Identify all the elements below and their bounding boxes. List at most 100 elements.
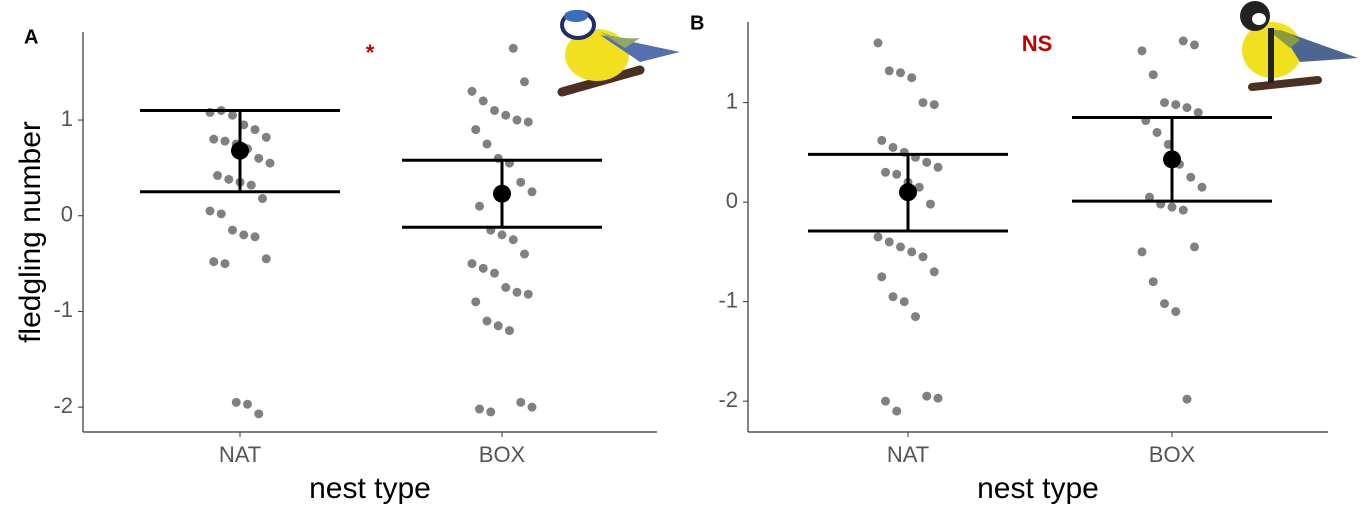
data-point: [228, 225, 237, 235]
data-point: [246, 180, 256, 190]
data-point: [482, 316, 492, 326]
data-point: [881, 167, 890, 177]
x-axis-title: nest type: [309, 472, 431, 505]
data-point: [1145, 192, 1154, 202]
data-point: [475, 404, 484, 414]
data-point: [1171, 100, 1181, 110]
data-point: [914, 182, 924, 192]
y-tick-label: 1: [726, 88, 738, 113]
data-point: [1148, 277, 1158, 287]
data-point: [224, 174, 234, 184]
y-axis-title: fledgling number: [14, 121, 47, 343]
data-point: [475, 201, 484, 211]
mean-point: [231, 141, 249, 160]
y-tick-label: -1: [53, 297, 73, 322]
data-point: [873, 232, 883, 242]
data-point: [873, 38, 883, 48]
data-point: [523, 289, 533, 299]
data-point: [523, 117, 533, 127]
data-point: [471, 125, 481, 135]
data-point: [896, 242, 905, 252]
x-tick-label: NAT: [887, 442, 929, 467]
data-point: [220, 259, 230, 269]
data-point: [1182, 394, 1192, 404]
data-point: [512, 115, 522, 125]
data-point: [516, 177, 526, 187]
data-point: [933, 393, 943, 403]
x-axis-title: nest type: [977, 472, 1099, 505]
data-point: [254, 409, 264, 419]
data-point: [520, 249, 529, 259]
data-point: [1137, 46, 1147, 56]
data-point: [1148, 70, 1158, 80]
data-point: [508, 43, 518, 53]
data-point: [508, 235, 518, 245]
data-point: [505, 326, 514, 336]
data-point: [884, 237, 894, 247]
data-point: [877, 135, 887, 145]
data-point: [478, 263, 488, 273]
data-point: [261, 132, 271, 142]
data-point: [228, 110, 237, 120]
data-point: [250, 232, 260, 242]
y-tick-label: 1: [61, 106, 73, 131]
data-point: [892, 406, 902, 416]
data-point: [258, 194, 267, 204]
data-point: [209, 134, 219, 144]
data-point: [1190, 40, 1199, 50]
data-point: [922, 391, 932, 401]
y-tick-label: 0: [61, 202, 73, 227]
data-point: [892, 169, 902, 179]
data-point: [520, 77, 529, 87]
data-point: [888, 142, 898, 152]
data-point: [265, 158, 275, 168]
data-point: [1160, 299, 1169, 309]
data-point: [1178, 36, 1188, 46]
data-point: [918, 98, 928, 108]
data-point: [1193, 108, 1203, 118]
data-point: [929, 100, 939, 110]
data-point: [467, 86, 477, 96]
data-point: [486, 407, 496, 417]
data-point: [1178, 205, 1188, 215]
data-point: [239, 230, 249, 240]
y-tick-label: -1: [718, 287, 738, 312]
data-point: [881, 396, 890, 406]
data-point: [490, 268, 499, 278]
data-point: [1197, 182, 1207, 192]
x-tick-label: NAT: [219, 442, 261, 467]
panel-label: A: [24, 26, 38, 48]
data-point: [501, 110, 511, 120]
data-point: [471, 297, 481, 307]
x-tick-label: BOX: [479, 442, 526, 467]
great-tit-illustration: [1240, 1, 1358, 91]
data-point: [1171, 307, 1181, 317]
data-point: [877, 272, 887, 282]
data-point: [1186, 172, 1196, 182]
data-point: [482, 139, 492, 149]
mean-point: [899, 183, 917, 202]
data-point: [933, 162, 943, 172]
data-point: [1137, 247, 1147, 257]
data-point: [512, 287, 522, 297]
data-point: [261, 254, 271, 264]
significance-note: *: [366, 40, 375, 65]
data-point: [205, 206, 215, 216]
y-tick-label: -2: [53, 393, 73, 418]
significance-note: NS: [1022, 31, 1053, 56]
data-point: [1190, 242, 1199, 252]
data-point: [516, 397, 526, 407]
data-point: [478, 96, 488, 106]
data-point: [926, 199, 935, 209]
panel-label: B: [690, 12, 704, 34]
data-point: [467, 259, 477, 269]
data-point: [1152, 127, 1162, 137]
data-point: [527, 402, 537, 412]
mean-point: [1163, 150, 1181, 169]
y-tick-label: 0: [726, 188, 738, 213]
data-point: [216, 209, 226, 219]
data-point: [888, 292, 898, 302]
data-point: [899, 297, 909, 307]
x-tick-label: BOX: [1149, 442, 1196, 467]
